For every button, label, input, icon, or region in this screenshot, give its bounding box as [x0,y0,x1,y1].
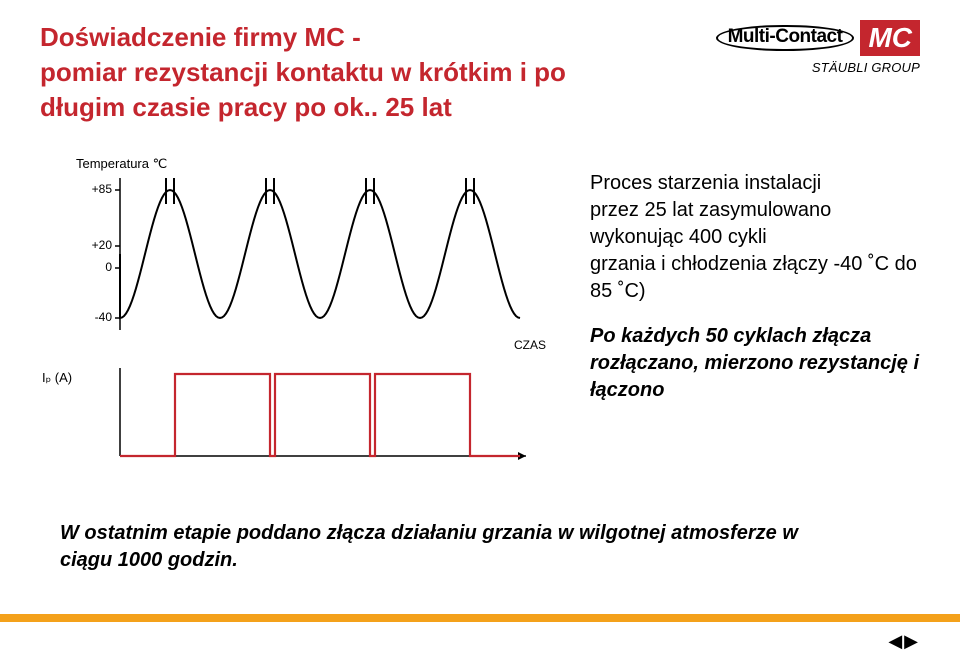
title-line1: Doświadczenie firmy MC - pomiar rezystan… [40,22,566,122]
paragraph-1: Proces starzenia instalacji przez 25 lat… [590,170,920,305]
chart-area: Temperatura ℃ Iₚ (A) +85+200-40CZAS [50,160,550,490]
nav-arrows[interactable]: ◀▶ [888,631,920,652]
group-text: STÄUBLI GROUP [716,60,920,75]
ip-axis-label: Iₚ (A) [42,370,72,386]
mc-logo-icon: MC [860,20,920,56]
body-text: Proces starzenia instalacji przez 25 lat… [590,170,920,404]
time-axis-label: CZAS [514,338,546,352]
slide-title: Doświadczenie firmy MC - pomiar rezystan… [40,20,600,125]
divider-bar [0,614,960,622]
y-tick-label: +85 [72,182,112,196]
logo-block: Multi-Contact MC STÄUBLI GROUP [716,20,920,75]
logo-row: Multi-Contact MC [716,20,920,56]
temp-axis-title: Temperatura ℃ [76,156,167,172]
y-tick-label: +20 [72,238,112,252]
y-tick-label: -40 [72,310,112,324]
y-tick-label: 0 [72,260,112,274]
chart-svg [50,160,550,490]
brand-oval: Multi-Contact [716,25,855,52]
brand-text: Multi-Contact [728,26,843,47]
paragraph-2: Po każdych 50 cyklach złącza rozłączano,… [590,323,920,404]
footer-text: W ostatnim etapie poddano złącza działan… [60,520,820,574]
